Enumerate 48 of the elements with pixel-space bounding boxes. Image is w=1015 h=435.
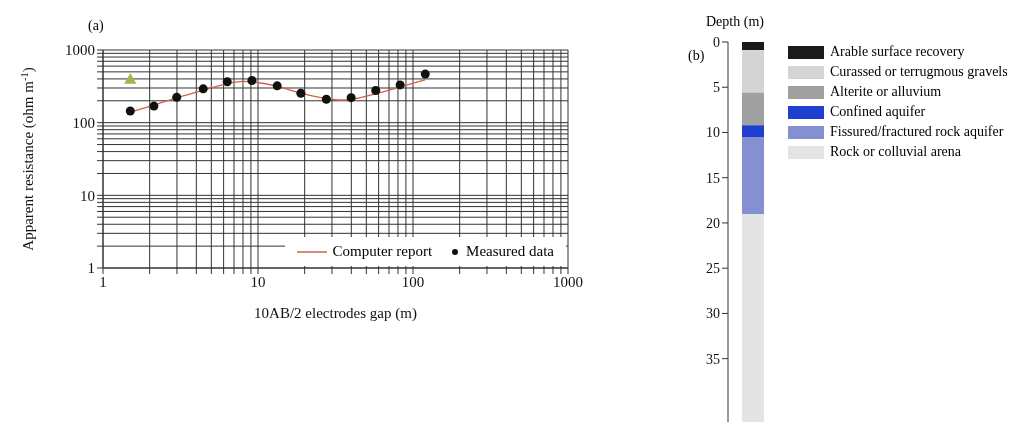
legend-label: Measured data (465, 243, 554, 260)
y-tick-label: 100 (72, 114, 95, 131)
point (124, 73, 137, 84)
y-tick-label: 20 (706, 215, 720, 231)
x-tick-label: 100 (401, 273, 425, 290)
point (272, 81, 282, 91)
bar (742, 50, 764, 93)
bar (742, 42, 764, 51)
bar (742, 137, 764, 214)
y-axis-title: Depth (m) (706, 14, 764, 30)
legend-label: Alterite or alluvium (829, 84, 943, 100)
y-tick-label: 35 (706, 351, 720, 367)
x-tick-label: 1 (99, 273, 107, 290)
point (247, 76, 257, 86)
text: (b) (688, 48, 705, 64)
point (395, 80, 405, 90)
y-tick-label: 25 (706, 261, 720, 277)
point (296, 88, 306, 98)
y-tick-label: 30 (706, 306, 720, 322)
y-tick-label: 10 (80, 187, 95, 204)
y-tick-label: 15 (706, 170, 720, 186)
legend-label: Computer report (331, 243, 433, 260)
legend-label: Confined aquifer (829, 104, 927, 120)
bar (742, 213, 764, 422)
point (125, 106, 135, 116)
y-tick-label: 1000 (65, 42, 95, 59)
y-tick-label: 0 (713, 34, 720, 50)
point (371, 86, 381, 96)
x-tick-label: 1000 (553, 273, 583, 290)
legend-label: Curassed or terrugmous gravels (829, 64, 1009, 80)
point (198, 84, 208, 94)
point (149, 101, 159, 111)
point (172, 92, 182, 102)
y-tick-label: 5 (713, 80, 720, 96)
text: (a) (88, 18, 104, 34)
y-tick-label: 1 (87, 260, 95, 277)
y-tick-label: 10 (706, 125, 720, 141)
bar (742, 92, 764, 126)
point (346, 93, 356, 103)
point (420, 69, 430, 79)
point (222, 77, 232, 87)
x-axis-title: 10AB/2 electrodes gap (m) (254, 305, 417, 322)
legend-label: Fissured/fractured rock aquifer (829, 124, 1005, 140)
bar (742, 125, 764, 137)
x-tick-label: 10 (250, 273, 266, 290)
legend-label: Rock or colluvial arena (829, 144, 962, 160)
point (321, 94, 331, 104)
legend-label: Arable surface recovery (829, 44, 966, 60)
